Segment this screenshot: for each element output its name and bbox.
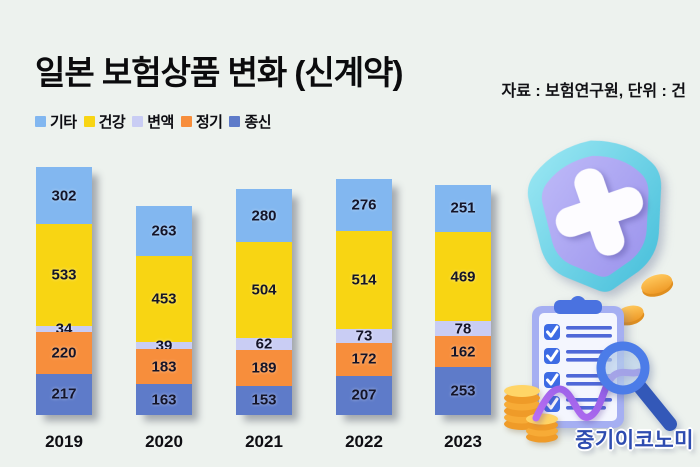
legend-item-5: 종신	[229, 111, 272, 132]
legend-item-2: 건강	[83, 111, 126, 132]
bar-segment-변액: 39	[136, 338, 192, 353]
segment-value-label: 172	[351, 350, 377, 368]
segment-value-label: 189	[251, 359, 277, 377]
segment-value-label: 217	[51, 385, 77, 403]
bar-segment-기타: 302	[36, 166, 92, 225]
medical-plus-icon	[555, 168, 644, 256]
legend-swatch	[180, 116, 192, 127]
legend-label: 건강	[98, 114, 126, 131]
bar-segment-종신: 153	[236, 385, 292, 415]
bar-segment-종신: 163	[136, 384, 192, 415]
bar-segment-건강: 453	[136, 255, 192, 342]
segment-value-label: 153	[251, 391, 277, 409]
segment-value-label: 253	[450, 382, 476, 400]
bar-segment-건강: 469	[435, 232, 491, 322]
bar-segment-변액: 73	[336, 327, 392, 345]
legend-label: 기타	[50, 114, 77, 131]
segment-value-label: 78	[454, 320, 472, 338]
year-label: 2019	[45, 432, 83, 451]
brand-logo: 중기이코노미	[575, 429, 694, 452]
bar-segment-정기: 162	[435, 336, 491, 367]
bar-stack: 251 469 78 162 253	[435, 184, 491, 415]
segment-value-label: 276	[351, 196, 377, 214]
legend-swatch	[35, 116, 46, 127]
bar-segment-변액: 78	[435, 321, 491, 336]
bar-stack: 263 453 39 183 163	[136, 205, 192, 415]
source-unit-note: 자료 : 보험연구원, 단위 : 건	[501, 83, 686, 100]
year-label: 2023	[444, 432, 482, 451]
legend-swatch	[132, 116, 144, 127]
bar-segment-기타: 276	[336, 179, 392, 232]
shield-icon	[527, 140, 662, 292]
segment-value-label: 504	[251, 281, 277, 299]
segment-value-label: 73	[355, 327, 373, 345]
coin-icon	[641, 274, 674, 297]
bar-segment-정기: 172	[336, 343, 392, 376]
year-label: 2020	[145, 432, 183, 451]
insurance-illustration	[504, 140, 677, 443]
page-title: 일본 보험상품 변화 (신계약)	[35, 54, 403, 92]
segment-value-label: 251	[450, 199, 476, 217]
bar-column-2020: 263 453 39 183 163 2020	[136, 205, 192, 451]
magnifier-icon	[596, 341, 677, 431]
bar-segment-건강: 504	[236, 242, 292, 339]
bar-segment-정기: 189	[236, 350, 292, 386]
legend-swatch	[229, 116, 241, 127]
bar-stack: 302 533 34 220 217	[36, 166, 92, 415]
segment-value-label: 207	[351, 386, 377, 404]
segment-value-label: 469	[450, 268, 476, 286]
bar-column-2023: 251 469 78 162 253 2023	[435, 184, 491, 451]
bar-segment-건강: 514	[336, 231, 392, 330]
bar-segment-종신: 207	[336, 375, 392, 415]
segment-value-label: 220	[51, 344, 77, 362]
year-label: 2022	[345, 432, 383, 451]
segment-value-label: 263	[151, 222, 177, 240]
bar-segment-건강: 533	[36, 224, 92, 326]
bar-segment-정기: 183	[136, 349, 192, 384]
bar-segment-정기: 220	[36, 332, 92, 374]
year-label: 2021	[245, 432, 283, 451]
bar-stack: 276 514 73 172 207	[336, 179, 392, 415]
legend-swatch	[83, 116, 95, 127]
chart-legend: 기타 건강 변액 정기 종신	[35, 111, 278, 132]
legend-item-4: 정기	[180, 111, 223, 132]
bar-column-2019: 302 533 34 220 217 2019	[36, 166, 92, 451]
legend-label: 종신	[244, 114, 272, 131]
bar-column-2022: 276 514 73 172 207 2022	[336, 179, 392, 451]
segment-value-label: 183	[151, 358, 177, 376]
bar-segment-종신: 253	[435, 366, 491, 415]
segment-value-label: 453	[151, 290, 177, 308]
bar-segment-변액: 62	[236, 337, 292, 352]
segment-value-label: 163	[151, 391, 177, 408]
bar-column-2021: 280 504 62 189 153 2021	[236, 189, 292, 451]
bar-segment-종신: 217	[36, 373, 92, 415]
bar-segment-기타: 251	[435, 184, 491, 233]
segment-value-label: 302	[51, 187, 77, 205]
legend-item-3: 변액	[132, 111, 174, 132]
bar-stack: 280 504 62 189 153	[236, 189, 292, 415]
segment-value-label: 533	[51, 266, 77, 284]
legend-label: 변액	[147, 114, 174, 131]
legend-item-1: 기타	[35, 111, 77, 132]
segment-value-label: 162	[450, 343, 476, 360]
segment-value-label: 280	[251, 207, 277, 225]
legend-label: 정기	[195, 114, 223, 131]
segment-value-label: 514	[351, 271, 377, 289]
bar-segment-기타: 280	[236, 189, 292, 243]
bar-segment-기타: 263	[136, 205, 192, 256]
